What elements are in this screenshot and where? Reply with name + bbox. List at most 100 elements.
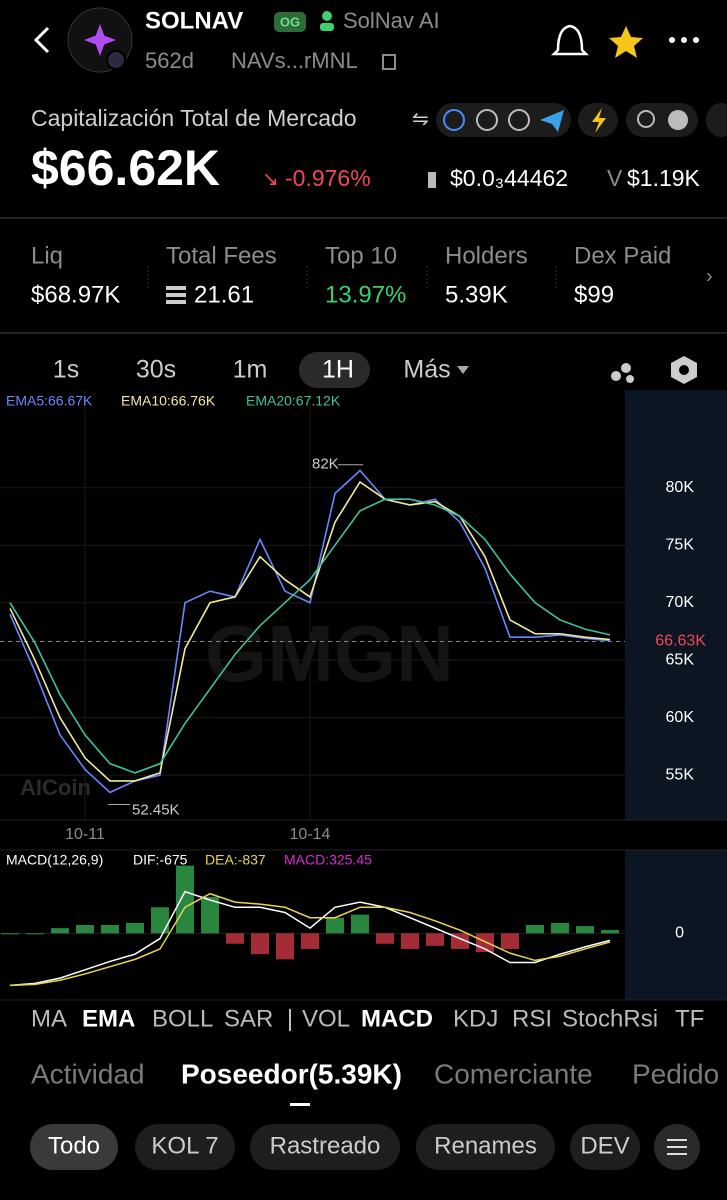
tab[interactable]: Comerciante	[434, 1058, 593, 1089]
copy-icon[interactable]	[382, 54, 396, 70]
y-tick-label: 60K	[666, 709, 695, 726]
macd-bar	[351, 914, 369, 934]
tab[interactable]: Actividad	[31, 1058, 145, 1089]
macd-bar	[501, 933, 519, 949]
tab-indicator	[290, 1103, 310, 1106]
timeframe[interactable]: 1s	[53, 356, 79, 384]
legend-entry: DEA:-837	[205, 852, 266, 868]
market-cap: $66.62K	[31, 140, 220, 196]
indicator[interactable]: TF	[675, 1005, 704, 1032]
tab[interactable]: Pedido	[632, 1058, 719, 1089]
y-tick-label: 65K	[666, 651, 695, 668]
macd-bar	[101, 925, 119, 934]
indicator[interactable]: RSI	[512, 1005, 552, 1032]
indicator-bar: MA EMA BOLL SAR VOL MACD KDJ RSI StochRsi TF	[31, 1005, 704, 1032]
y-tick-label: 80K	[666, 479, 695, 496]
filter[interactable]: Todo	[48, 1132, 100, 1159]
fees-icon	[166, 286, 186, 290]
series-line	[9, 498, 611, 774]
swap-icon[interactable]: ⇋	[412, 108, 429, 130]
y-tick-label: 0	[675, 925, 684, 942]
web-link[interactable]	[508, 109, 530, 131]
macd-bar	[26, 933, 44, 935]
market-cap-label: Capitalización Total de Mercado	[31, 105, 357, 131]
telegram-link[interactable]	[540, 110, 564, 132]
list-icon[interactable]	[668, 110, 688, 130]
avatar-logo	[84, 24, 116, 56]
macd-bar	[601, 929, 619, 934]
indicator[interactable]: EMA	[82, 1005, 135, 1032]
stat-label: Dex Paid	[574, 242, 671, 269]
indicator[interactable]: KDJ	[453, 1005, 498, 1032]
macd-bar	[301, 933, 319, 949]
stat-label: Liq	[31, 242, 63, 269]
stat-value: $99	[574, 281, 614, 308]
candle-icon	[428, 172, 436, 188]
chain-badge	[106, 50, 126, 70]
macd-bar	[376, 933, 394, 944]
stats-row: Liq $68.97K Total Fees 21.61 Top 10 13.97% Hol…	[31, 242, 671, 308]
down-arrow: ↘	[262, 168, 279, 190]
timeframe[interactable]: Más	[403, 356, 450, 384]
x-tick-label: 10-14	[290, 826, 331, 843]
back-button[interactable]	[33, 26, 50, 54]
token-price: $0.0₃44462	[450, 165, 568, 191]
macd-bar	[176, 865, 194, 934]
stat-label: Holders	[445, 242, 528, 269]
macd-bar	[151, 907, 169, 934]
bell-icon[interactable]	[550, 24, 590, 56]
macd-title: MACD(12,26,9)	[6, 852, 103, 868]
timeframe[interactable]: 1H	[322, 356, 354, 384]
draw-tool-icon[interactable]	[611, 363, 634, 383]
price-axis-bg	[625, 390, 727, 820]
token-address[interactable]: NAVs...rMNL	[231, 48, 358, 73]
filter-bg	[416, 1124, 555, 1170]
indicator[interactable]: SAR	[224, 1005, 273, 1032]
series-line	[9, 892, 611, 987]
filters: Todo KOL 7 Rastreado Renames DEV	[30, 1124, 640, 1170]
indicator[interactable]: BOLL	[152, 1005, 213, 1032]
volume: $1.19K	[627, 165, 701, 191]
indicator[interactable]: MA	[31, 1005, 67, 1032]
tab[interactable]: Poseedor(5.39K)	[181, 1058, 402, 1089]
macd-chart: 0	[0, 865, 684, 987]
timeframe-active-bg	[299, 352, 370, 388]
fees-icon	[166, 293, 186, 297]
macd-bar	[226, 933, 244, 944]
legend-entry: DIF:-675	[133, 852, 188, 868]
timeframe[interactable]: 1m	[233, 356, 268, 384]
timeframes: 1s 30s 1m 1H Más	[53, 356, 451, 384]
overflow-bg	[706, 103, 727, 137]
macd-bar	[576, 926, 594, 934]
filter-bg	[135, 1124, 235, 1170]
filter[interactable]: DEV	[580, 1132, 629, 1159]
price-change: -0.976%	[285, 165, 371, 191]
series-line	[9, 469, 611, 794]
more-icon[interactable]	[669, 37, 699, 43]
legend-entry: EMA5:66.67K	[6, 393, 93, 409]
stat-value: $68.97K	[31, 281, 120, 308]
star-icon[interactable]	[609, 26, 643, 58]
timeframe[interactable]: 30s	[136, 356, 176, 384]
indicator[interactable]: VOL	[302, 1005, 350, 1032]
social-links	[436, 103, 571, 137]
macd-bar	[76, 925, 94, 934]
dropdown-arrow[interactable]	[457, 366, 469, 374]
indicator[interactable]: MACD	[361, 1005, 433, 1032]
filter[interactable]: Rastreado	[270, 1132, 381, 1159]
separator: |	[287, 1005, 293, 1031]
user-link[interactable]	[443, 109, 465, 131]
macd-bar	[201, 896, 219, 934]
boost-icon[interactable]	[592, 108, 606, 133]
info-link[interactable]	[476, 109, 498, 131]
filter[interactable]: KOL 7	[151, 1132, 218, 1159]
indicator[interactable]: StochRsi	[562, 1005, 658, 1032]
legend-entry: MACD:325.45	[284, 852, 372, 868]
macd-bar	[1, 933, 19, 935]
macd-bar	[526, 925, 544, 934]
filter[interactable]: Renames	[434, 1132, 537, 1159]
watermark: GMGN	[205, 609, 454, 698]
stats-more[interactable]: ›	[706, 265, 713, 287]
search-icon[interactable]	[637, 110, 655, 128]
macd-bar	[51, 928, 69, 934]
